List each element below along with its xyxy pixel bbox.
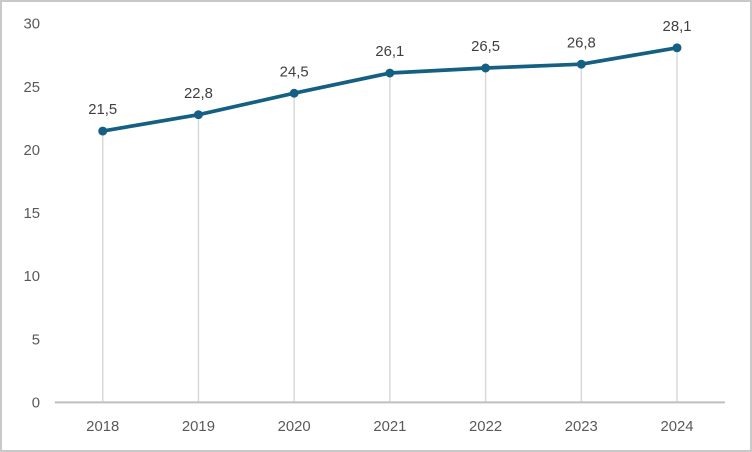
x-axis-tick-label: 2024 — [660, 419, 693, 435]
x-axis-tick-label: 2022 — [469, 419, 502, 435]
x-axis-tick-label: 2020 — [278, 419, 311, 435]
data-point — [193, 110, 203, 120]
y-axis-tick-label: 5 — [32, 332, 40, 348]
data-point — [98, 126, 108, 136]
y-axis-tick-label: 25 — [23, 80, 40, 96]
data-point — [672, 43, 682, 53]
y-axis-tick-label: 15 — [23, 206, 40, 222]
x-axis-tick-label: 2019 — [182, 419, 215, 435]
data-label: 26,1 — [375, 44, 404, 60]
y-axis-tick-label: 30 — [23, 17, 40, 33]
y-axis-tick-label: 20 — [23, 143, 40, 159]
x-axis-tick-label: 2021 — [373, 419, 406, 435]
x-axis-tick-label: 2023 — [565, 419, 598, 435]
x-axis-tick-label: 2018 — [86, 419, 119, 435]
data-label: 28,1 — [663, 19, 692, 35]
data-label: 26,5 — [471, 39, 500, 55]
data-point — [576, 59, 586, 69]
y-axis-tick-label: 10 — [23, 269, 40, 285]
data-point — [289, 88, 299, 98]
data-label: 26,8 — [567, 35, 596, 51]
data-label: 21,5 — [88, 102, 117, 118]
data-label: 22,8 — [184, 86, 213, 102]
data-label: 24,5 — [280, 64, 309, 80]
y-axis-tick-label: 0 — [32, 395, 40, 411]
data-point — [481, 63, 491, 73]
data-point — [385, 68, 395, 78]
